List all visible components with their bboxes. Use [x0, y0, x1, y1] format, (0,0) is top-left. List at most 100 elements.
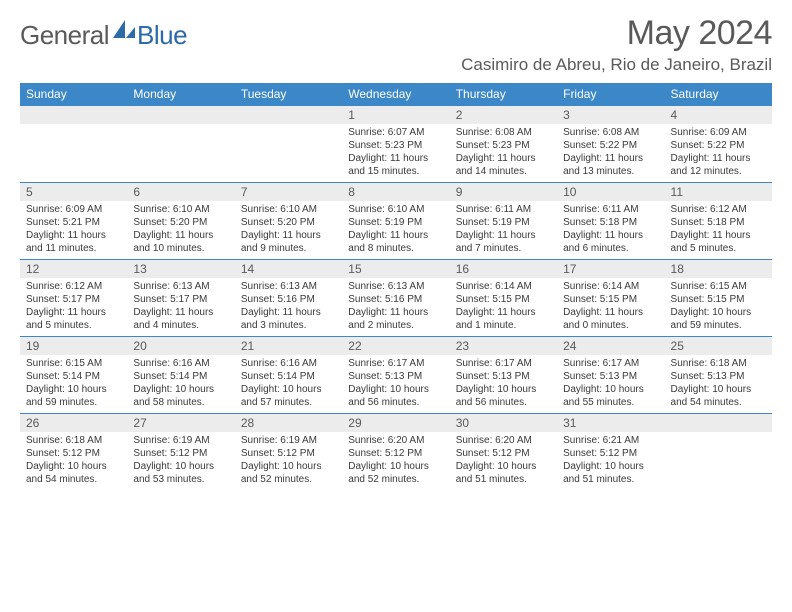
calendar-grid: Sunday Monday Tuesday Wednesday Thursday…	[20, 83, 772, 490]
sunrise-text: Sunrise: 6:15 AM	[671, 280, 768, 293]
day-cell: 31Sunrise: 6:21 AMSunset: 5:12 PMDayligh…	[557, 414, 664, 490]
sunrise-text: Sunrise: 6:15 AM	[26, 357, 123, 370]
day-number: 6	[127, 183, 234, 201]
daylight-text: Daylight: 11 hours and 10 minutes.	[133, 229, 230, 255]
day-details: Sunrise: 6:13 AMSunset: 5:17 PMDaylight:…	[127, 278, 234, 336]
day-details: Sunrise: 6:13 AMSunset: 5:16 PMDaylight:…	[342, 278, 449, 336]
sunset-text: Sunset: 5:12 PM	[133, 447, 230, 460]
daylight-text: Daylight: 11 hours and 11 minutes.	[26, 229, 123, 255]
day-cell: 30Sunrise: 6:20 AMSunset: 5:12 PMDayligh…	[450, 414, 557, 490]
day-details: Sunrise: 6:08 AMSunset: 5:22 PMDaylight:…	[557, 124, 664, 182]
daylight-text: Daylight: 10 hours and 52 minutes.	[241, 460, 338, 486]
day-cell: 20Sunrise: 6:16 AMSunset: 5:14 PMDayligh…	[127, 337, 234, 413]
sunset-text: Sunset: 5:16 PM	[241, 293, 338, 306]
day-cell: 9Sunrise: 6:11 AMSunset: 5:19 PMDaylight…	[450, 183, 557, 259]
daylight-text: Daylight: 10 hours and 54 minutes.	[26, 460, 123, 486]
weekday-tuesday: Tuesday	[235, 83, 342, 105]
header: General Blue May 2024 Casimiro de Abreu,…	[20, 14, 772, 75]
day-details: Sunrise: 6:17 AMSunset: 5:13 PMDaylight:…	[450, 355, 557, 413]
sunrise-text: Sunrise: 6:10 AM	[348, 203, 445, 216]
sunrise-text: Sunrise: 6:17 AM	[563, 357, 660, 370]
sunrise-text: Sunrise: 6:13 AM	[133, 280, 230, 293]
daylight-text: Daylight: 10 hours and 54 minutes.	[671, 383, 768, 409]
day-number: 31	[557, 414, 664, 432]
sunrise-text: Sunrise: 6:08 AM	[456, 126, 553, 139]
day-details: Sunrise: 6:15 AMSunset: 5:15 PMDaylight:…	[665, 278, 772, 336]
daylight-text: Daylight: 11 hours and 4 minutes.	[133, 306, 230, 332]
day-cell	[665, 414, 772, 490]
day-number: 22	[342, 337, 449, 355]
sunrise-text: Sunrise: 6:10 AM	[241, 203, 338, 216]
day-cell: 4Sunrise: 6:09 AMSunset: 5:22 PMDaylight…	[665, 106, 772, 182]
day-number	[20, 106, 127, 124]
daylight-text: Daylight: 11 hours and 3 minutes.	[241, 306, 338, 332]
daylight-text: Daylight: 10 hours and 56 minutes.	[348, 383, 445, 409]
sunrise-text: Sunrise: 6:13 AM	[348, 280, 445, 293]
calendar-page: General Blue May 2024 Casimiro de Abreu,…	[0, 0, 792, 500]
day-cell: 22Sunrise: 6:17 AMSunset: 5:13 PMDayligh…	[342, 337, 449, 413]
day-details: Sunrise: 6:09 AMSunset: 5:22 PMDaylight:…	[665, 124, 772, 182]
daylight-text: Daylight: 10 hours and 56 minutes.	[456, 383, 553, 409]
daylight-text: Daylight: 10 hours and 55 minutes.	[563, 383, 660, 409]
day-details: Sunrise: 6:12 AMSunset: 5:17 PMDaylight:…	[20, 278, 127, 336]
sunset-text: Sunset: 5:17 PM	[133, 293, 230, 306]
sunset-text: Sunset: 5:15 PM	[671, 293, 768, 306]
daylight-text: Daylight: 10 hours and 59 minutes.	[26, 383, 123, 409]
daylight-text: Daylight: 11 hours and 1 minute.	[456, 306, 553, 332]
day-number: 14	[235, 260, 342, 278]
sunset-text: Sunset: 5:19 PM	[456, 216, 553, 229]
day-cell: 27Sunrise: 6:19 AMSunset: 5:12 PMDayligh…	[127, 414, 234, 490]
day-number	[127, 106, 234, 124]
day-cell: 7Sunrise: 6:10 AMSunset: 5:20 PMDaylight…	[235, 183, 342, 259]
sunset-text: Sunset: 5:13 PM	[456, 370, 553, 383]
day-cell: 16Sunrise: 6:14 AMSunset: 5:15 PMDayligh…	[450, 260, 557, 336]
day-details: Sunrise: 6:10 AMSunset: 5:20 PMDaylight:…	[127, 201, 234, 259]
day-details	[665, 432, 772, 488]
day-number: 13	[127, 260, 234, 278]
day-number: 24	[557, 337, 664, 355]
day-number: 7	[235, 183, 342, 201]
sunrise-text: Sunrise: 6:14 AM	[456, 280, 553, 293]
sunset-text: Sunset: 5:15 PM	[563, 293, 660, 306]
daylight-text: Daylight: 11 hours and 6 minutes.	[563, 229, 660, 255]
daylight-text: Daylight: 10 hours and 59 minutes.	[671, 306, 768, 332]
day-details: Sunrise: 6:11 AMSunset: 5:19 PMDaylight:…	[450, 201, 557, 259]
sunrise-text: Sunrise: 6:18 AM	[26, 434, 123, 447]
weekday-thursday: Thursday	[450, 83, 557, 105]
day-number: 3	[557, 106, 664, 124]
day-cell: 25Sunrise: 6:18 AMSunset: 5:13 PMDayligh…	[665, 337, 772, 413]
day-details	[235, 124, 342, 180]
day-number: 30	[450, 414, 557, 432]
daylight-text: Daylight: 11 hours and 5 minutes.	[671, 229, 768, 255]
sunrise-text: Sunrise: 6:08 AM	[563, 126, 660, 139]
sunset-text: Sunset: 5:14 PM	[26, 370, 123, 383]
day-number: 1	[342, 106, 449, 124]
daylight-text: Daylight: 10 hours and 51 minutes.	[563, 460, 660, 486]
day-number: 9	[450, 183, 557, 201]
day-cell: 21Sunrise: 6:16 AMSunset: 5:14 PMDayligh…	[235, 337, 342, 413]
day-cell: 15Sunrise: 6:13 AMSunset: 5:16 PMDayligh…	[342, 260, 449, 336]
day-cell	[235, 106, 342, 182]
day-cell: 5Sunrise: 6:09 AMSunset: 5:21 PMDaylight…	[20, 183, 127, 259]
sunrise-text: Sunrise: 6:20 AM	[456, 434, 553, 447]
day-cell: 24Sunrise: 6:17 AMSunset: 5:13 PMDayligh…	[557, 337, 664, 413]
daylight-text: Daylight: 11 hours and 15 minutes.	[348, 152, 445, 178]
brand-logo: General Blue	[20, 14, 187, 51]
sunset-text: Sunset: 5:18 PM	[671, 216, 768, 229]
day-details: Sunrise: 6:15 AMSunset: 5:14 PMDaylight:…	[20, 355, 127, 413]
daylight-text: Daylight: 11 hours and 13 minutes.	[563, 152, 660, 178]
daylight-text: Daylight: 11 hours and 14 minutes.	[456, 152, 553, 178]
sunrise-text: Sunrise: 6:07 AM	[348, 126, 445, 139]
sunset-text: Sunset: 5:17 PM	[26, 293, 123, 306]
day-details: Sunrise: 6:19 AMSunset: 5:12 PMDaylight:…	[127, 432, 234, 490]
weekday-header-row: Sunday Monday Tuesday Wednesday Thursday…	[20, 83, 772, 105]
day-details: Sunrise: 6:16 AMSunset: 5:14 PMDaylight:…	[127, 355, 234, 413]
daylight-text: Daylight: 10 hours and 57 minutes.	[241, 383, 338, 409]
daylight-text: Daylight: 10 hours and 53 minutes.	[133, 460, 230, 486]
day-details: Sunrise: 6:08 AMSunset: 5:23 PMDaylight:…	[450, 124, 557, 182]
day-number: 4	[665, 106, 772, 124]
day-cell: 6Sunrise: 6:10 AMSunset: 5:20 PMDaylight…	[127, 183, 234, 259]
sunset-text: Sunset: 5:13 PM	[348, 370, 445, 383]
day-number: 16	[450, 260, 557, 278]
sunset-text: Sunset: 5:16 PM	[348, 293, 445, 306]
